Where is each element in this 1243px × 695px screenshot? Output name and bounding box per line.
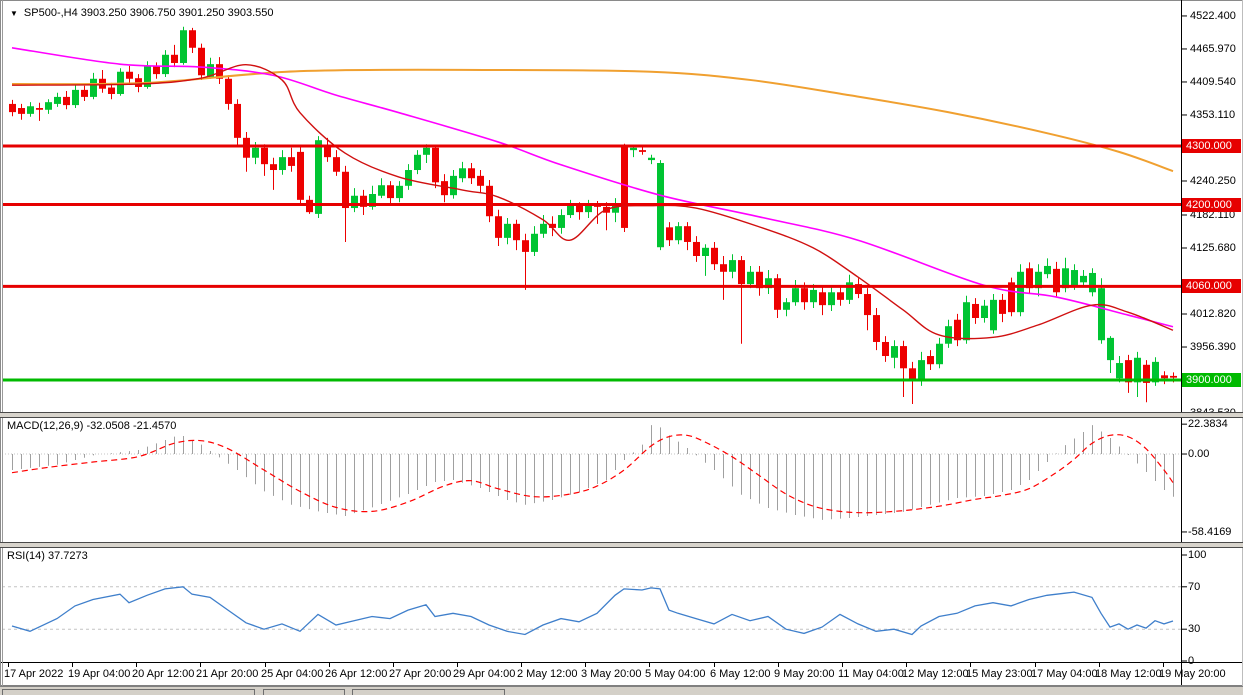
time-axis-label: 26 Apr 12:00 [325, 668, 388, 680]
rsi-line [11, 586, 1174, 636]
time-axis-label: 11 May 04:00 [838, 668, 904, 680]
macd-axis-tick: 0.00 [1188, 448, 1210, 461]
time-axis-label: 27 Apr 20:00 [389, 668, 452, 680]
macd-indicator-label: MACD(12,26,9) -32.0508 -21.4570 [7, 420, 177, 432]
chart-tab[interactable] [352, 689, 505, 695]
time-axis-label: 20 Apr 12:00 [132, 668, 195, 680]
rsi-axis-tick: 0 [1188, 655, 1195, 667]
price-line-badge: 4200.000 [1182, 197, 1241, 212]
time-axis-label: 15 May 23:00 [966, 668, 1033, 680]
time-axis-label: 3 May 20:00 [581, 668, 642, 680]
price-axis-tick: 4522.400 [1190, 9, 1236, 22]
rsi-axis-tick: 70 [1188, 580, 1201, 593]
price-axis-tick: 4409.540 [1190, 75, 1236, 88]
price-axis-tick: 4240.250 [1190, 174, 1236, 187]
time-axis-label: 29 Apr 04:00 [453, 668, 516, 680]
chart-tab[interactable] [263, 689, 345, 695]
time-axis-label: 12 May 12:00 [902, 668, 969, 680]
price-line-badge: 3900.000 [1182, 373, 1241, 387]
chart-tab-bar [0, 686, 1243, 695]
chart-tab[interactable] [2, 689, 255, 695]
macd-axis-tick: -58.4169 [1188, 525, 1232, 538]
time-axis-label: 19 May 20:00 [1159, 668, 1226, 680]
rsi-indicator-label: RSI(14) 37.7273 [7, 550, 88, 562]
panel-splitter-macd[interactable] [0, 412, 1243, 418]
price-axis-border [1181, 0, 1182, 685]
price-axis-tick: 4125.680 [1190, 241, 1236, 254]
ma-magenta [11, 46, 1174, 328]
symbol-ohlc-readout: SP500-,H4 3903.250 3906.750 3901.250 390… [23, 7, 274, 19]
chart-header: ▼ SP500-,H4 3903.250 3906.750 3901.250 3… [10, 6, 273, 20]
price-axis-tick: 4182.110 [1190, 208, 1236, 221]
ma-red [11, 64, 1174, 340]
time-axis-label: 25 Apr 04:00 [261, 668, 324, 680]
time-axis-label: 18 May 12:00 [1095, 668, 1162, 680]
time-axis-label: 6 May 12:00 [710, 668, 771, 680]
price-axis-tick: 3956.390 [1190, 341, 1236, 354]
time-axis-label: 2 May 12:00 [517, 668, 578, 680]
time-axis-label: 9 May 20:00 [774, 668, 835, 680]
rsi-axis-tick: 100 [1188, 548, 1207, 561]
time-axis-label: 21 Apr 20:00 [196, 668, 259, 680]
time-axis-label: 17 May 04:00 [1031, 668, 1098, 680]
time-axis-label: 17 Apr 2022 [4, 668, 64, 680]
price-line-badge: 4300.000 [1182, 139, 1241, 154]
price-line-badge: 4060.000 [1182, 279, 1241, 294]
price-axis-tick: 4012.820 [1190, 308, 1236, 320]
price-axis-tick: 4353.110 [1190, 108, 1236, 121]
rsi-axis-tick: 30 [1188, 623, 1201, 636]
time-axis-label: 5 May 04:00 [645, 668, 706, 680]
chevron-down-icon[interactable]: ▼ [10, 8, 18, 18]
ma-orange [11, 68, 1174, 173]
panel-splitter-rsi[interactable] [0, 542, 1243, 548]
macd-axis-tick: 22.3834 [1188, 418, 1228, 431]
time-axis-label: 19 Apr 04:00 [68, 668, 131, 680]
price-axis-tick: 4465.970 [1190, 42, 1236, 55]
macd-signal-line [11, 434, 1174, 514]
